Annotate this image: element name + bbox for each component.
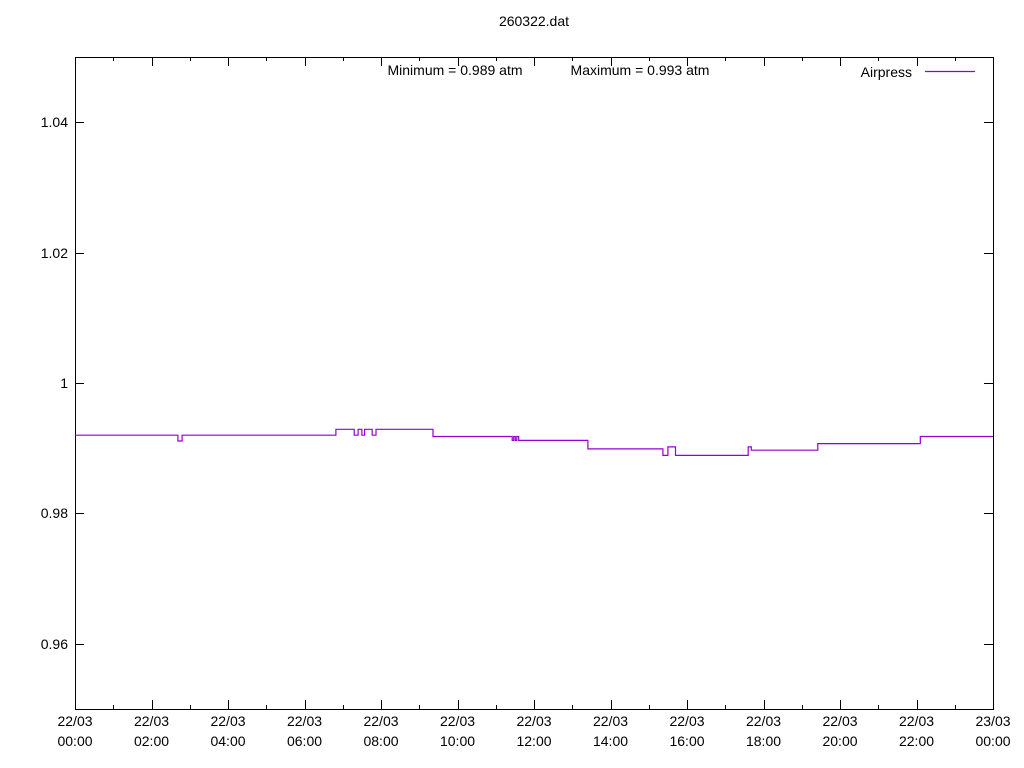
x-tick-label: 22/03 22:00 <box>899 711 934 751</box>
chart-title: 260322.dat <box>498 13 570 29</box>
plot-frame <box>75 57 994 710</box>
x-tick-date: 22/03 <box>133 713 170 729</box>
x-tick-date: 22/03 <box>898 713 935 729</box>
x-tick-label: 22/03 08:00 <box>363 711 398 751</box>
axis-ticks <box>75 57 994 709</box>
x-tick-date: 22/03 <box>592 713 629 729</box>
x-tick-time: 10:00 <box>439 733 476 749</box>
x-tick-label: 22/03 00:00 <box>57 711 92 751</box>
x-tick-date: 22/03 <box>669 713 705 729</box>
x-tick-time: 00:00 <box>975 733 1011 749</box>
x-tick-time: 06:00 <box>286 733 323 749</box>
x-tick-date: 22/03 <box>439 713 476 729</box>
x-tick-date: 22/03 <box>286 713 323 729</box>
airpress-line <box>75 428 993 456</box>
x-tick-label: 22/03 12:00 <box>516 711 551 751</box>
x-tick-date: 22/03 <box>363 713 399 729</box>
y-tick-label: 1.04 <box>40 114 68 131</box>
maximum-annotation: Maximum = 0.993 atm <box>570 62 710 78</box>
x-tick-label: 22/03 02:00 <box>134 711 169 751</box>
x-tick-time: 20:00 <box>822 733 858 749</box>
y-tick-label: 1.02 <box>40 244 68 261</box>
x-tick-label: 23/03 00:00 <box>975 711 1010 751</box>
x-tick-label: 22/03 16:00 <box>669 711 704 751</box>
minimum-annotation: Minimum = 0.989 atm <box>387 62 523 78</box>
x-tick-time: 22:00 <box>898 733 935 749</box>
x-tick-label: 22/03 06:00 <box>287 711 322 751</box>
x-tick-time: 02:00 <box>133 733 170 749</box>
x-tick-label: 22/03 10:00 <box>440 711 475 751</box>
x-tick-label: 22/03 20:00 <box>822 711 857 751</box>
y-tick-label: 0.98 <box>40 505 68 522</box>
x-tick-time: 00:00 <box>57 733 93 749</box>
legend-label: Airpress <box>860 64 912 80</box>
x-tick-time: 18:00 <box>745 733 782 749</box>
y-tick-label: 1 <box>60 375 68 391</box>
y-tick-label: 0.96 <box>40 635 68 652</box>
x-tick-date: 22/03 <box>822 713 858 729</box>
x-tick-date: 22/03 <box>57 713 93 729</box>
x-tick-label: 22/03 14:00 <box>593 711 628 751</box>
x-tick-date: 23/03 <box>975 713 1011 729</box>
x-tick-time: 12:00 <box>516 733 552 749</box>
x-tick-time: 16:00 <box>669 733 705 749</box>
x-tick-label: 22/03 04:00 <box>210 711 245 751</box>
x-tick-label: 22/03 18:00 <box>746 711 781 751</box>
x-tick-date: 22/03 <box>745 713 782 729</box>
x-tick-time: 08:00 <box>363 733 399 749</box>
x-tick-date: 22/03 <box>210 713 246 729</box>
x-tick-date: 22/03 <box>516 713 552 729</box>
x-tick-time: 04:00 <box>210 733 246 749</box>
x-tick-time: 14:00 <box>592 733 629 749</box>
